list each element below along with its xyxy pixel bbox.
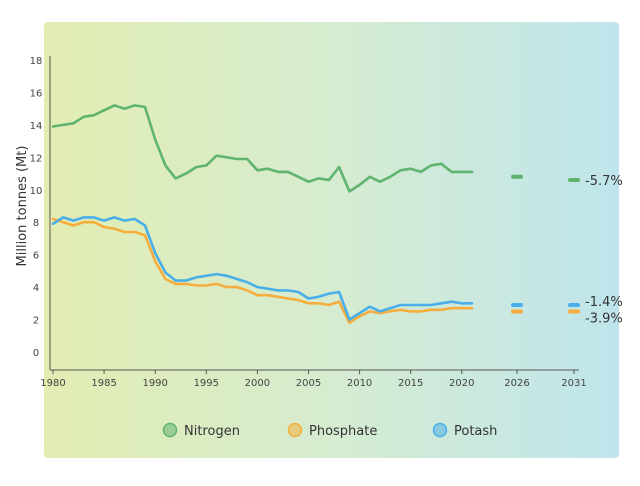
change-label-phosphate: -3.9% <box>585 311 623 326</box>
legend-label-phosphate: Phosphate <box>309 424 377 439</box>
y-tick-label: 10 <box>30 186 43 197</box>
y-tick-label: 12 <box>30 153 43 164</box>
change-label-potash: -1.4% <box>585 295 623 310</box>
y-tick-label: 14 <box>30 121 43 132</box>
x-tick-label: 1980 <box>40 378 65 389</box>
y-tick-label: 16 <box>30 88 43 99</box>
x-tick-label: 1990 <box>142 378 167 389</box>
y-tick-label: 2 <box>33 316 39 327</box>
x-tick-label: 1985 <box>91 378 116 389</box>
change-label-nitrogen: -5.7% <box>585 174 623 189</box>
x-tick-label: 2000 <box>245 378 270 389</box>
x-tick-label: 2031 <box>561 378 586 389</box>
x-tick-label: 2026 <box>504 378 529 389</box>
series-line-phosphate <box>51 217 474 325</box>
x-tick-label: 1995 <box>194 378 219 389</box>
x-tick-label: 2020 <box>449 378 474 389</box>
series-line-nitrogen <box>51 104 474 193</box>
change-annotations: -5.7% -3.9%-1.4% <box>585 174 623 326</box>
y-tick-label: 6 <box>33 251 39 262</box>
legend-swatch-potash <box>432 422 448 438</box>
x-tick-label: 2010 <box>347 378 372 389</box>
x-tick-label: 2015 <box>398 378 423 389</box>
x-tick-label: 2005 <box>296 378 321 389</box>
legend-label-nitrogen: Nitrogen <box>184 424 240 439</box>
y-tick-label: 4 <box>33 283 39 294</box>
legend-label-potash: Potash <box>454 424 497 439</box>
y-tick-label: 18 <box>30 56 43 67</box>
y-tick-label: 0 <box>33 348 39 359</box>
series-line-potash <box>51 216 474 321</box>
series-lines <box>51 104 580 325</box>
chart-background <box>44 22 619 458</box>
y-axis-label: Million tonnes (Mt) <box>15 146 30 267</box>
legend: Nitrogen Phosphate Potash <box>162 422 497 439</box>
legend-swatch-phosphate <box>287 422 303 438</box>
axes: 0 2 4 6 8 10 12 14 16 18 1980 1985 1990 1995 2000 2005 2… <box>30 56 587 389</box>
legend-swatch-nitrogen <box>162 422 178 438</box>
y-tick-label: 8 <box>33 218 39 229</box>
